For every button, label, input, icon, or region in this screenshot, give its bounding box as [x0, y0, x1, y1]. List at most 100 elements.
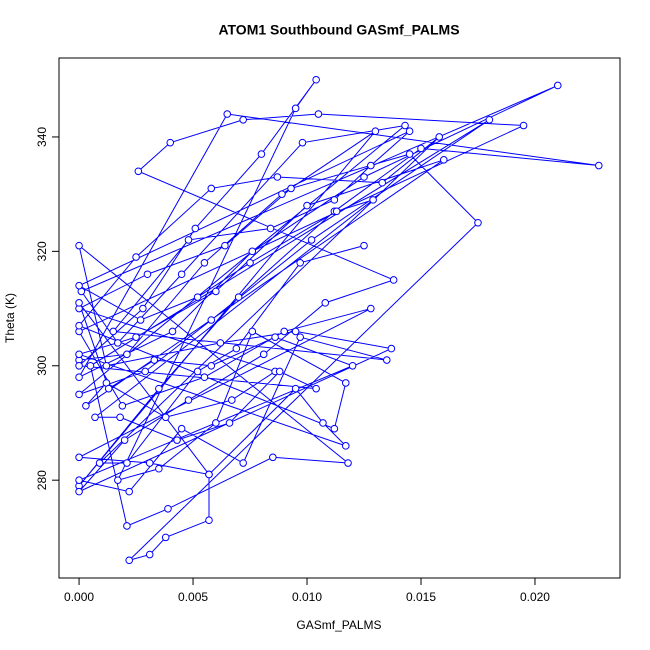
- data-point: [417, 144, 425, 153]
- data-point: [275, 367, 284, 376]
- data-point: [132, 253, 140, 261]
- data-point: [168, 327, 177, 336]
- data-point: [485, 115, 494, 124]
- data-point: [227, 396, 236, 404]
- data-line: [77, 79, 599, 561]
- y-tick-label: 280: [35, 470, 49, 490]
- data-point: [239, 459, 247, 467]
- data-point: [114, 476, 122, 484]
- data-point: [298, 138, 307, 147]
- data-point: [109, 327, 118, 336]
- data-point: [123, 522, 131, 530]
- data-point: [312, 384, 320, 393]
- data-point: [75, 487, 83, 496]
- data-point: [387, 344, 396, 353]
- x-tick-label: 0.020: [520, 590, 550, 604]
- y-axis-label: Theta (K): [3, 293, 17, 343]
- x-tick-label: 0.010: [292, 590, 322, 604]
- data-point: [177, 424, 186, 433]
- data-point: [184, 396, 193, 404]
- data-point: [519, 121, 528, 130]
- data-point: [164, 504, 172, 513]
- data-point: [75, 299, 83, 307]
- data-point: [360, 241, 368, 250]
- data-point: [234, 293, 243, 301]
- data-point: [296, 333, 304, 341]
- plot-frame: [58, 57, 621, 579]
- x-tick-label: 0.015: [406, 590, 436, 604]
- data-point: [248, 247, 257, 256]
- data-point: [269, 453, 277, 462]
- data-point: [287, 184, 295, 193]
- data-point: [271, 333, 279, 341]
- data-point: [280, 327, 289, 336]
- data-point: [91, 413, 99, 422]
- data-point: [232, 344, 241, 353]
- data-point: [207, 361, 216, 370]
- y-tick-label: 320: [35, 241, 49, 261]
- data-point: [321, 299, 330, 307]
- data-point: [221, 241, 229, 250]
- data-point: [155, 384, 163, 393]
- data-point: [330, 196, 339, 204]
- data-point: [205, 516, 213, 525]
- data-point: [314, 110, 323, 118]
- data-point: [104, 384, 113, 393]
- data-point: [307, 236, 316, 244]
- data-point: [139, 304, 147, 313]
- data-point: [259, 350, 268, 359]
- data-point: [75, 241, 83, 250]
- data-point: [134, 167, 143, 176]
- data-point: [348, 361, 357, 370]
- data-point: [150, 356, 159, 364]
- data-point: [125, 487, 134, 496]
- data-point: [553, 81, 562, 90]
- data-point: [367, 304, 375, 313]
- data-point: [75, 453, 83, 462]
- data-point: [86, 361, 95, 370]
- data-point: [75, 350, 83, 359]
- x-axis-label: GASmf_PALMS: [296, 618, 381, 632]
- data-point: [401, 121, 409, 130]
- data-point: [184, 236, 193, 244]
- data-point: [405, 127, 414, 136]
- data-point: [114, 339, 122, 347]
- data-point: [212, 287, 220, 296]
- data-point: [193, 293, 202, 301]
- data-point: [136, 316, 145, 324]
- data-point: [143, 270, 152, 279]
- data-point: [330, 424, 339, 433]
- data-point: [123, 459, 131, 467]
- data-point: [435, 133, 444, 141]
- data-point: [141, 367, 149, 376]
- data-point: [200, 258, 209, 267]
- data-point: [341, 442, 350, 450]
- data-point: [291, 384, 300, 393]
- data-point: [173, 436, 181, 444]
- data-point: [75, 476, 83, 484]
- data-point: [75, 321, 83, 330]
- data-point: [360, 173, 368, 181]
- data-point: [120, 436, 129, 444]
- data-point: [239, 115, 247, 124]
- data-point: [303, 201, 311, 210]
- data-point: [248, 327, 257, 336]
- x-tick-label: 0.005: [178, 590, 208, 604]
- data-point: [145, 459, 154, 467]
- data-point: [369, 196, 377, 204]
- data-point: [75, 281, 83, 290]
- chart-title: ATOM1 Southbound GASmf_PALMS: [218, 22, 459, 38]
- data-point: [405, 150, 414, 158]
- data-point: [439, 156, 448, 164]
- data-point: [383, 356, 391, 364]
- data-point: [332, 207, 341, 216]
- data-point: [273, 173, 282, 181]
- data-point: [257, 150, 266, 158]
- data-point: [193, 367, 202, 376]
- data-point: [296, 258, 304, 267]
- data-point: [118, 402, 127, 410]
- data-point: [291, 327, 300, 336]
- data-point: [371, 127, 380, 136]
- data-point: [95, 459, 104, 467]
- data-point: [246, 258, 254, 267]
